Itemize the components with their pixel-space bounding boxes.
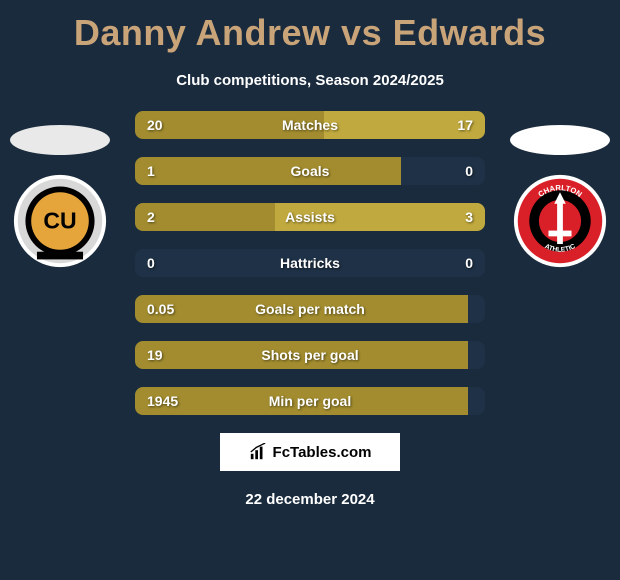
stat-row: 0 Hattricks 0 — [135, 249, 485, 277]
player-silhouette-right — [510, 125, 610, 155]
cambridge-united-crest: CU — [12, 173, 108, 269]
stat-right-value: 17 — [457, 117, 473, 133]
bar-left-fill — [135, 203, 275, 231]
bar-left-fill — [135, 157, 401, 185]
stat-row: 20 Matches 17 — [135, 111, 485, 139]
stat-left-value: 20 — [147, 117, 163, 133]
stat-label: Hattricks — [280, 255, 340, 271]
brand-badge: FcTables.com — [220, 433, 400, 471]
stat-label: Goals per match — [255, 301, 365, 317]
stat-row: 1 Goals 0 — [135, 157, 485, 185]
stat-left-value: 0.05 — [147, 301, 174, 317]
player-silhouette-left — [10, 125, 110, 155]
chart-icon — [249, 443, 267, 461]
right-club: CHARLTON ATHLETIC — [500, 125, 620, 274]
stat-left-value: 19 — [147, 347, 163, 363]
stat-row: 2 Assists 3 — [135, 203, 485, 231]
stat-right-value: 0 — [465, 163, 473, 179]
stat-label: Goals — [291, 163, 330, 179]
page-title: Danny Andrew vs Edwards — [0, 0, 620, 54]
stat-left-value: 1945 — [147, 393, 178, 409]
left-club: CU — [0, 125, 120, 274]
svg-text:CU: CU — [43, 208, 76, 234]
stat-label: Assists — [285, 209, 335, 225]
charlton-athletic-crest: CHARLTON ATHLETIC — [512, 173, 608, 269]
stat-label: Shots per goal — [261, 347, 358, 363]
brand-text: FcTables.com — [273, 444, 372, 461]
stat-row: 19 Shots per goal — [135, 341, 485, 369]
subtitle: Club competitions, Season 2024/2025 — [0, 72, 620, 89]
stat-left-value: 0 — [147, 255, 155, 271]
stat-row: 1945 Min per goal — [135, 387, 485, 415]
stats-bars: 20 Matches 17 1 Goals 0 2 Assists 3 0 Hattricks 0 0.… — [135, 111, 485, 415]
stat-right-value: 3 — [465, 209, 473, 225]
stat-row: 0.05 Goals per match — [135, 295, 485, 323]
stat-label: Min per goal — [269, 393, 351, 409]
stat-right-value: 0 — [465, 255, 473, 271]
stat-left-value: 2 — [147, 209, 155, 225]
stat-left-value: 1 — [147, 163, 155, 179]
stat-label: Matches — [282, 117, 338, 133]
date-label: 22 december 2024 — [0, 491, 620, 508]
